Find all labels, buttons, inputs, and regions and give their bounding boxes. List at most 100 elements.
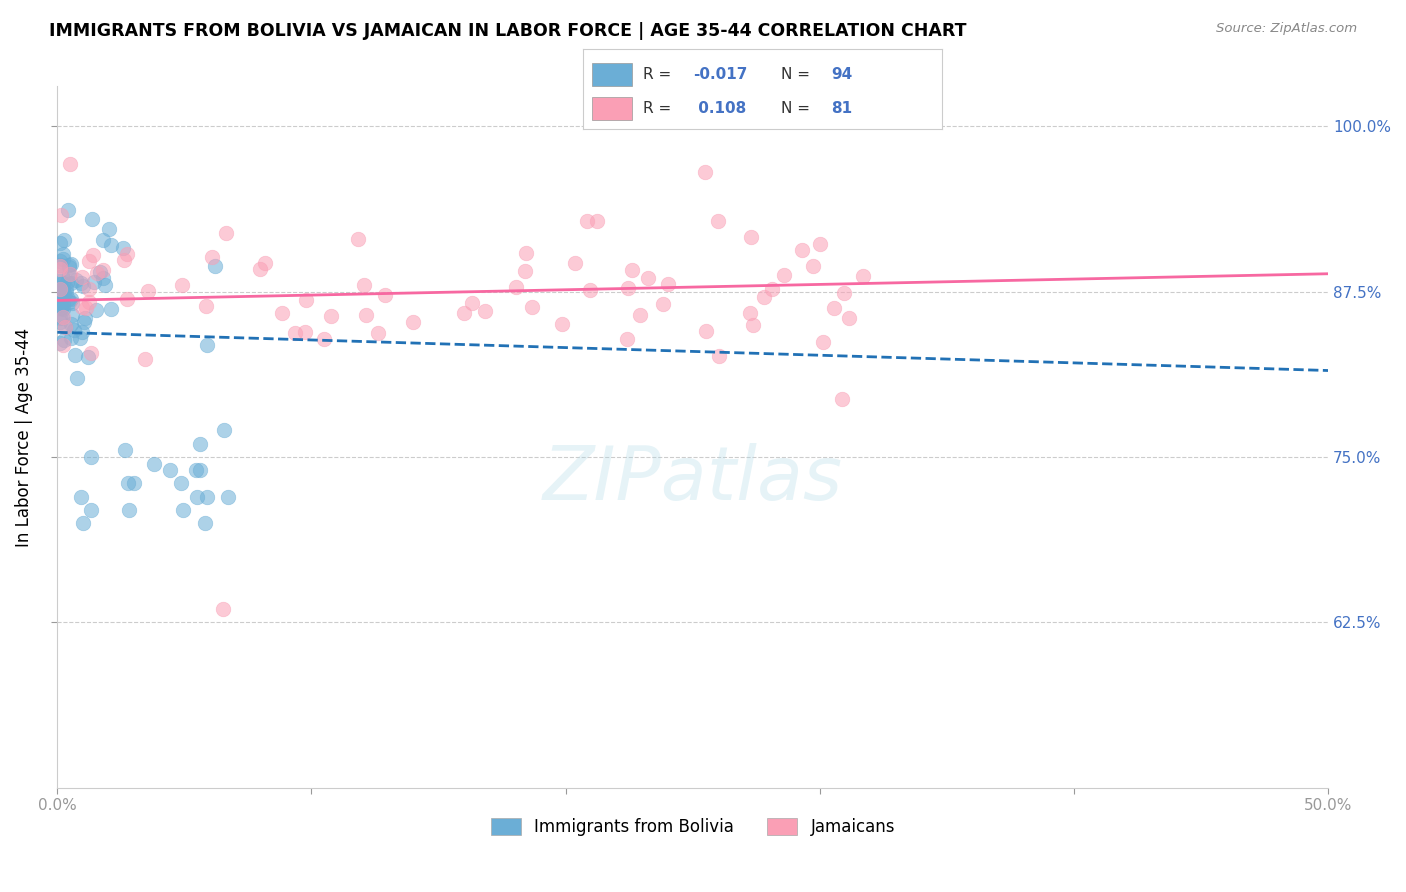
Point [195, 490, 218, 504]
Point [49, 283, 72, 297]
Point [823, 301, 845, 315]
Point [55, 275, 77, 289]
Point [115, 247, 138, 261]
Point [551, 317, 574, 331]
Point [52, 276, 75, 290]
Point [194, 516, 217, 530]
Point [52, 282, 75, 296]
Point [86, 266, 108, 280]
Point [51, 252, 73, 267]
Point [852, 269, 875, 284]
Point [249, 262, 271, 277]
Point [52, 297, 75, 311]
Point [217, 490, 239, 504]
Point [617, 281, 640, 295]
Point [79, 450, 101, 464]
Point [72, 278, 94, 293]
Point [564, 256, 586, 270]
Point [49, 281, 72, 295]
Point [461, 295, 484, 310]
Point [49, 291, 72, 305]
Point [55, 281, 77, 295]
Point [184, 463, 207, 477]
Point [201, 251, 224, 265]
Text: 81: 81 [831, 102, 852, 116]
Point [657, 277, 679, 292]
Text: R =: R = [643, 102, 671, 116]
Point [808, 236, 831, 251]
Point [75, 301, 97, 315]
Point [51, 285, 73, 300]
FancyBboxPatch shape [592, 97, 631, 120]
Point [66, 371, 89, 385]
Point [792, 243, 814, 257]
Point [754, 289, 776, 303]
Point [294, 326, 316, 340]
Point [695, 165, 717, 179]
Point [621, 262, 644, 277]
Point [254, 256, 277, 270]
Text: R =: R = [643, 67, 671, 82]
Point [52, 310, 75, 324]
Point [52, 301, 75, 316]
Point [356, 308, 378, 322]
Point [93, 263, 115, 277]
Point [49, 235, 72, 250]
Point [91, 233, 114, 247]
Point [58, 260, 80, 274]
Point [159, 463, 181, 477]
Point [49, 274, 72, 288]
Point [118, 503, 141, 517]
Point [294, 293, 316, 307]
Point [59, 276, 82, 290]
Point [49, 335, 72, 350]
Text: Source: ZipAtlas.com: Source: ZipAtlas.com [1216, 22, 1357, 36]
Point [69, 331, 91, 345]
Point [740, 230, 762, 244]
Point [312, 332, 335, 346]
Point [188, 463, 211, 477]
Point [58, 258, 80, 272]
Point [136, 284, 159, 298]
Point [122, 476, 145, 491]
Point [49, 258, 72, 272]
Point [70, 490, 93, 504]
Point [773, 268, 796, 282]
Point [628, 308, 651, 322]
Point [53, 233, 76, 247]
Point [271, 306, 294, 320]
Point [52, 246, 75, 260]
Point [170, 476, 193, 491]
Point [742, 318, 765, 333]
Point [70, 325, 93, 339]
Point [513, 263, 536, 277]
Point [49, 282, 72, 296]
Point [49, 277, 72, 291]
Point [49, 208, 72, 222]
Point [515, 246, 537, 260]
Point [197, 337, 219, 351]
Text: 94: 94 [831, 67, 852, 82]
Point [73, 315, 96, 329]
Point [695, 324, 717, 338]
Point [832, 286, 855, 301]
Point [73, 311, 96, 326]
Point [77, 351, 100, 365]
Point [49, 301, 72, 315]
Point [63, 348, 86, 362]
Point [143, 457, 166, 471]
Point [100, 238, 122, 252]
Point [53, 285, 76, 300]
Point [53, 320, 76, 334]
Point [353, 278, 375, 293]
Point [474, 304, 496, 318]
Point [89, 265, 111, 279]
Point [56, 202, 79, 217]
Point [204, 259, 226, 273]
Point [80, 503, 103, 517]
Point [91, 271, 114, 285]
Point [505, 280, 527, 294]
Point [83, 275, 105, 289]
Point [51, 268, 73, 283]
Point [60, 296, 83, 310]
